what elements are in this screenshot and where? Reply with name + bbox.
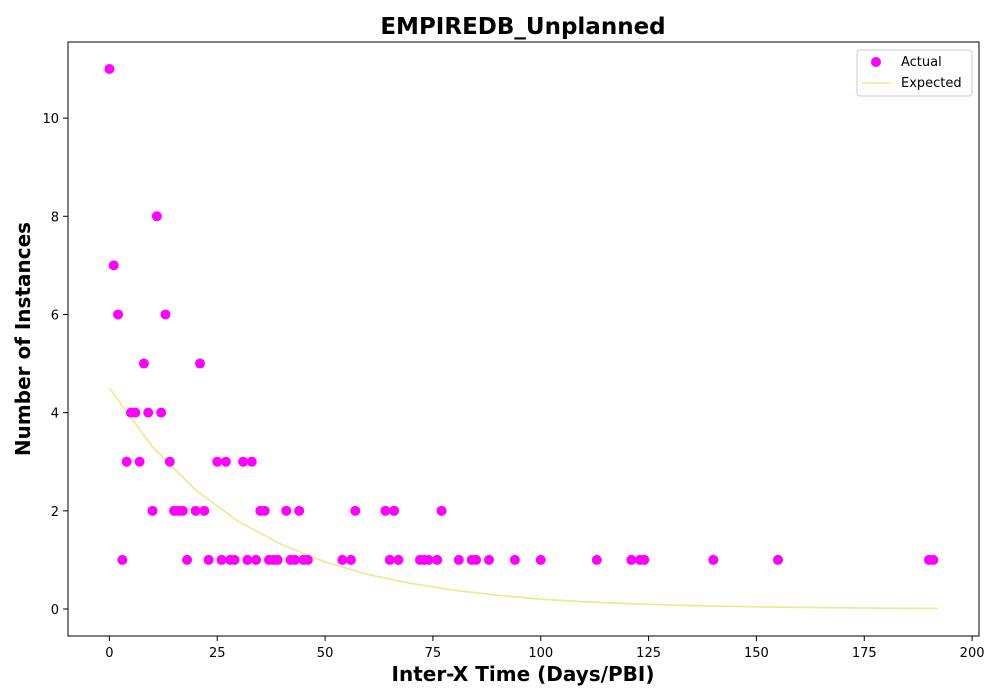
actual-point xyxy=(147,505,158,516)
actual-point xyxy=(138,358,149,369)
actual-point xyxy=(302,554,313,565)
actual-point xyxy=(151,211,162,222)
actual-point xyxy=(199,505,210,516)
actual-point xyxy=(238,456,249,467)
actual-point xyxy=(160,309,171,320)
actual-point xyxy=(928,554,939,565)
actual-point xyxy=(177,505,188,516)
actual-point xyxy=(246,456,257,467)
actual-point xyxy=(113,309,124,320)
x-tick-label: 175 xyxy=(852,646,877,661)
actual-point xyxy=(259,505,270,516)
legend-expected-label: Expected xyxy=(901,76,962,91)
actual-point xyxy=(350,505,361,516)
x-tick-label: 0 xyxy=(105,646,113,661)
actual-point xyxy=(143,407,154,418)
actual-point xyxy=(130,407,141,418)
actual-point xyxy=(436,505,447,516)
expected-line xyxy=(108,387,938,610)
actual-point xyxy=(626,554,637,565)
actual-point xyxy=(337,554,348,565)
actual-point xyxy=(535,554,546,565)
actual-point xyxy=(384,554,395,565)
x-tick-label: 25 xyxy=(209,646,226,661)
chart-title: EMPIREDB_Unplanned xyxy=(380,14,665,40)
y-axis: 0 2 4 6 8 10 xyxy=(42,112,68,618)
x-tick-label: 150 xyxy=(744,646,769,661)
x-tick-label: 50 xyxy=(317,646,334,661)
actual-point xyxy=(281,505,292,516)
actual-point xyxy=(471,554,482,565)
actual-point xyxy=(117,554,128,565)
actual-point xyxy=(108,260,119,271)
x-tick-label: 200 xyxy=(960,646,985,661)
actual-point xyxy=(156,407,167,418)
expected-series xyxy=(108,387,938,610)
actual-point xyxy=(182,554,193,565)
x-tick-label: 100 xyxy=(528,646,553,661)
actual-point xyxy=(242,554,253,565)
actual-point xyxy=(134,456,145,467)
actual-series xyxy=(104,64,939,565)
actual-point xyxy=(423,554,434,565)
actual-point xyxy=(389,505,400,516)
actual-point xyxy=(294,505,305,516)
x-tick-label: 75 xyxy=(425,646,442,661)
actual-point xyxy=(772,554,783,565)
actual-point xyxy=(190,505,201,516)
y-tick-label: 0 xyxy=(51,603,59,618)
actual-point xyxy=(121,456,132,467)
actual-point xyxy=(639,554,650,565)
actual-point xyxy=(104,64,115,74)
x-axis-label: Inter-X Time (Days/PBI) xyxy=(392,662,655,686)
y-axis-label: Number of Instances xyxy=(11,222,35,456)
actual-point xyxy=(289,554,300,565)
legend-actual-label: Actual xyxy=(901,55,942,70)
actual-point xyxy=(483,554,494,565)
actual-point xyxy=(453,554,464,565)
x-tick-label: 125 xyxy=(636,646,661,661)
actual-point xyxy=(194,358,205,369)
y-tick-label: 6 xyxy=(51,308,59,323)
actual-point xyxy=(212,456,223,467)
legend: Actual Expected xyxy=(856,49,973,97)
x-axis: 0 25 50 75 100 125 150 175 200 xyxy=(105,636,985,661)
actual-point xyxy=(708,554,719,565)
actual-point xyxy=(509,554,520,565)
actual-point xyxy=(393,554,404,565)
actual-point xyxy=(216,554,227,565)
y-tick-label: 10 xyxy=(42,112,59,127)
actual-point xyxy=(220,456,231,467)
actual-point xyxy=(203,554,214,565)
y-tick-label: 8 xyxy=(51,210,59,225)
y-tick-label: 2 xyxy=(51,505,59,520)
legend-actual-marker xyxy=(871,57,881,67)
actual-point xyxy=(272,554,283,565)
plot-area xyxy=(67,41,980,637)
actual-point xyxy=(251,554,262,565)
legend-box xyxy=(856,49,973,97)
actual-point xyxy=(591,554,602,565)
actual-point xyxy=(432,554,443,565)
actual-point xyxy=(164,456,175,467)
actual-point xyxy=(229,554,240,565)
y-tick-label: 4 xyxy=(51,407,59,422)
actual-point xyxy=(380,505,391,516)
actual-point xyxy=(345,554,356,565)
